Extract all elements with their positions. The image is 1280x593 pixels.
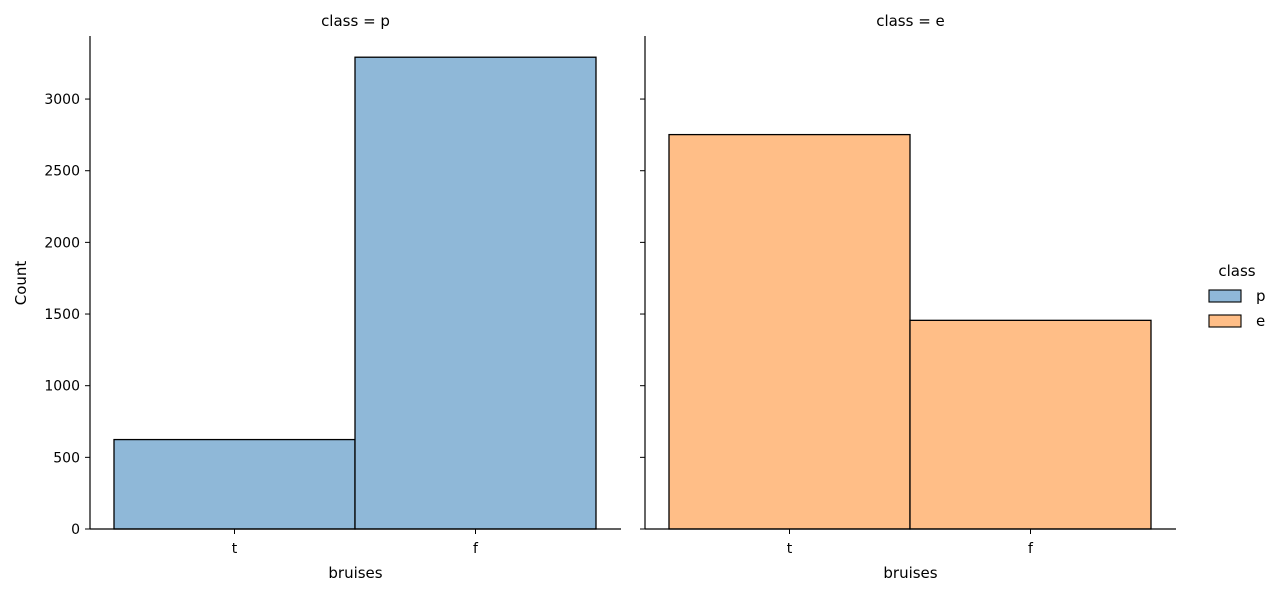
legend-title: class <box>1218 262 1255 280</box>
facet-panel: class = p 0 500 1000 1500 2000 2500 3000 t f bruis… <box>44 12 621 582</box>
x-tick-label: t <box>232 541 238 557</box>
legend-items: pe <box>1208 287 1266 330</box>
x-tick-label: f <box>1028 541 1034 557</box>
y-tick-label: 1500 <box>44 307 80 323</box>
legend-label: p <box>1256 287 1266 305</box>
x-tick-label: t <box>787 541 793 557</box>
legend: class pe <box>1208 262 1266 330</box>
x-tick-label: f <box>473 541 479 557</box>
facet-title: class = p <box>321 12 390 30</box>
y-tick-label: 1000 <box>44 379 80 395</box>
y-tick-label: 500 <box>53 450 80 466</box>
y-tick-label: 2000 <box>44 235 80 251</box>
y-tick-label: 2500 <box>44 164 80 180</box>
bar <box>354 56 597 530</box>
facet-panels: class = p 0 500 1000 1500 2000 2500 3000 t f bruis… <box>44 12 1176 582</box>
y-tick-label: 0 <box>71 522 80 538</box>
y-tick-label: 3000 <box>44 92 80 108</box>
bar <box>113 438 356 530</box>
x-axis-label: bruises <box>328 564 382 582</box>
bar <box>668 133 911 530</box>
legend-swatch <box>1208 289 1242 303</box>
x-axis-label: bruises <box>883 564 937 582</box>
bar <box>909 319 1152 530</box>
legend-swatch <box>1208 314 1242 328</box>
facet-title: class = e <box>876 12 945 30</box>
legend-label: e <box>1256 312 1265 330</box>
facet-panel: class = e t f bruises <box>640 12 1176 582</box>
y-axis-label: Count <box>12 261 30 306</box>
